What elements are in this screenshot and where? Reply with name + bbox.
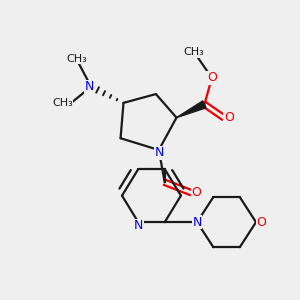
Text: CH₃: CH₃ (66, 54, 87, 64)
Text: O: O (192, 186, 202, 199)
Text: O: O (207, 71, 217, 84)
Text: CH₃: CH₃ (184, 47, 205, 57)
Text: N: N (155, 146, 164, 159)
Polygon shape (176, 101, 206, 118)
Text: N: N (85, 80, 94, 93)
Text: N: N (192, 216, 202, 229)
Text: CH₃: CH₃ (52, 98, 73, 109)
Text: O: O (256, 216, 266, 229)
Text: O: O (224, 111, 234, 124)
Text: N: N (134, 219, 143, 232)
